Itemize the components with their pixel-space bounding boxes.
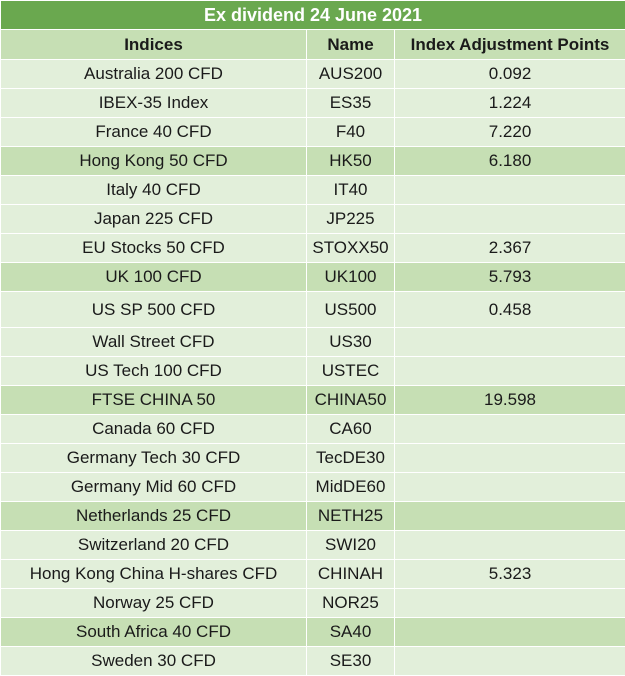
symbol-cell: NOR25 [306,588,395,618]
index-cell: Hong Kong 50 CFD [0,146,307,176]
symbol-cell: F40 [306,117,395,147]
index-cell: Japan 225 CFD [0,204,307,234]
table-row: Hong Kong 50 CFD HK50 6.180 [0,146,625,176]
points-cell: 0.458 [393,291,625,328]
index-cell: EU Stocks 50 CFD [0,233,307,263]
index-cell: Germany Tech 30 CFD [0,443,307,473]
points-cell [393,327,625,357]
points-cell: 5.323 [393,559,625,589]
table-row: Switzerland 20 CFD SWI20 [0,530,625,560]
index-cell: Switzerland 20 CFD [0,530,307,560]
symbol-cell: ES35 [306,88,395,118]
table-row: France 40 CFD F40 7.220 [0,117,625,147]
index-cell: Germany Mid 60 CFD [0,472,307,502]
points-cell: 5.793 [393,262,625,292]
table-row: Norway 25 CFD NOR25 [0,588,625,618]
table-row: US Tech 100 CFD USTEC [0,356,625,386]
symbol-cell: AUS200 [306,59,395,89]
table-row: Netherlands 25 CFD NETH25 [0,501,625,531]
table-row: Canada 60 CFD CA60 [0,414,625,444]
index-cell: Norway 25 CFD [0,588,307,618]
index-cell: IBEX-35 Index [0,88,307,118]
symbol-cell: HK50 [306,146,395,176]
symbol-cell: STOXX50 [306,233,395,263]
table-row: Hong Kong China H-shares CFD CHINAH 5.32… [0,559,625,589]
points-cell: 7.220 [393,117,625,147]
table-row: UK 100 CFD UK100 5.793 [0,262,625,292]
index-cell: US SP 500 CFD [0,291,307,328]
points-cell: 19.598 [393,385,625,415]
symbol-cell: NETH25 [306,501,395,531]
index-cell: Wall Street CFD [0,327,307,357]
points-cell [393,356,625,386]
index-cell: US Tech 100 CFD [0,356,307,386]
points-cell [393,646,625,676]
points-cell [393,617,625,647]
title-row: Ex dividend 24 June 2021 [0,0,625,30]
index-cell: Sweden 30 CFD [0,646,307,676]
symbol-cell: TecDE30 [306,443,395,473]
table-row: US SP 500 CFD US500 0.458 [0,291,625,328]
symbol-cell: US30 [306,327,395,357]
points-cell [393,501,625,531]
symbol-cell: IT40 [306,175,395,205]
points-cell [393,443,625,473]
header-index-adjustment-points: Index Adjustment Points [393,29,625,60]
index-cell: FTSE CHINA 50 [0,385,307,415]
table-row: Germany Mid 60 CFD MidDE60 [0,472,625,502]
symbol-cell: CHINA50 [306,385,395,415]
points-cell: 1.224 [393,88,625,118]
table-row: Sweden 30 CFD SE30 [0,646,625,676]
table-title: Ex dividend 24 June 2021 [0,0,625,30]
table-row: Germany Tech 30 CFD TecDE30 [0,443,625,473]
table-row: Australia 200 CFD AUS200 0.092 [0,59,625,89]
symbol-cell: CA60 [306,414,395,444]
index-cell: Netherlands 25 CFD [0,501,307,531]
points-cell: 6.180 [393,146,625,176]
symbol-cell: SA40 [306,617,395,647]
index-cell: France 40 CFD [0,117,307,147]
index-cell: Australia 200 CFD [0,59,307,89]
symbol-cell: CHINAH [306,559,395,589]
header-indices: Indices [0,29,307,60]
table-row: South Africa 40 CFD SA40 [0,617,625,647]
table-row: FTSE CHINA 50 CHINA50 19.598 [0,385,625,415]
points-cell: 2.367 [393,233,625,263]
table-row: Japan 225 CFD JP225 [0,204,625,234]
points-cell [393,414,625,444]
table-row: Wall Street CFD US30 [0,327,625,357]
symbol-cell: USTEC [306,356,395,386]
symbol-cell: JP225 [306,204,395,234]
table-row: EU Stocks 50 CFD STOXX50 2.367 [0,233,625,263]
index-cell: South Africa 40 CFD [0,617,307,647]
index-cell: Italy 40 CFD [0,175,307,205]
header-name: Name [306,29,395,60]
table-row: IBEX-35 Index ES35 1.224 [0,88,625,118]
symbol-cell: UK100 [306,262,395,292]
points-cell [393,472,625,502]
symbol-cell: SWI20 [306,530,395,560]
points-cell [393,530,625,560]
table-row: Italy 40 CFD IT40 [0,175,625,205]
index-cell: UK 100 CFD [0,262,307,292]
symbol-cell: US500 [306,291,395,328]
points-cell [393,204,625,234]
index-cell: Hong Kong China H-shares CFD [0,559,307,589]
header-row: Indices Name Index Adjustment Points [0,29,625,60]
symbol-cell: MidDE60 [306,472,395,502]
points-cell [393,175,625,205]
index-cell: Canada 60 CFD [0,414,307,444]
points-cell: 0.092 [393,59,625,89]
symbol-cell: SE30 [306,646,395,676]
points-cell [393,588,625,618]
